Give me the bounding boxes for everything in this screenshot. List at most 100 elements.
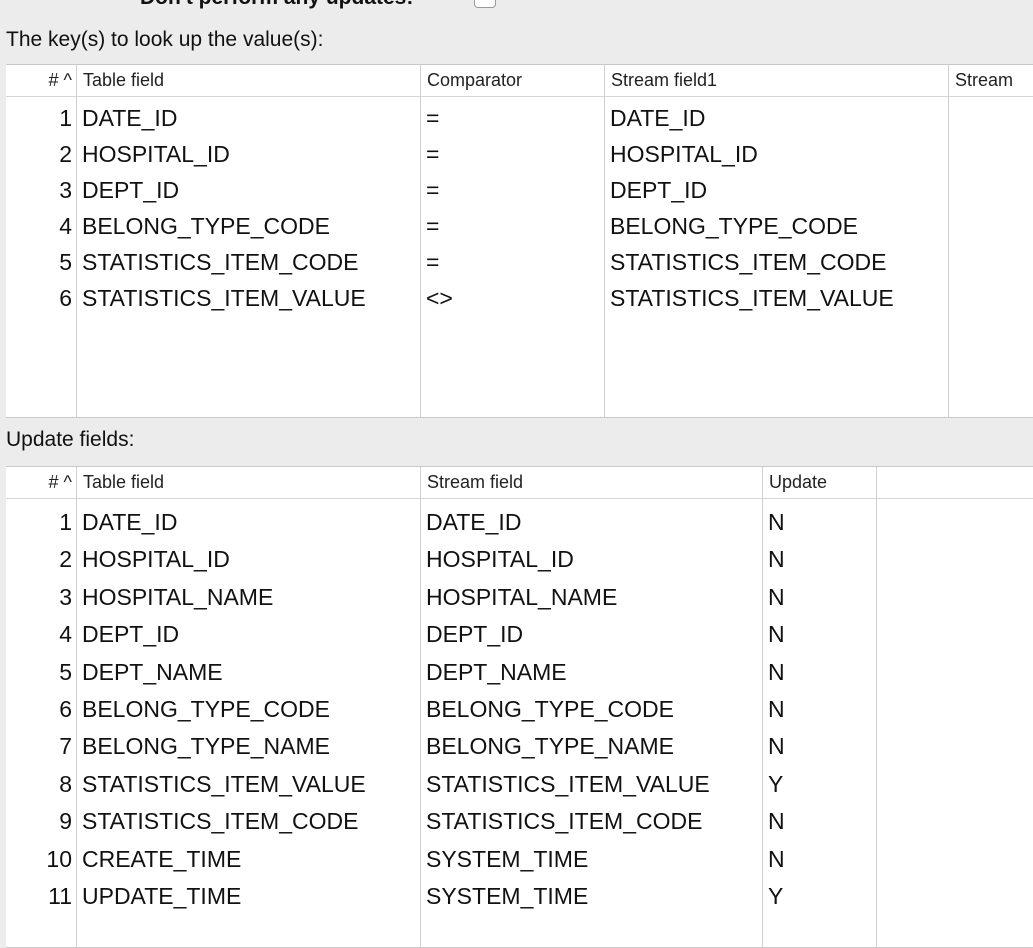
dont-update-label: Don't perform any updates: [140, 0, 413, 10]
stream-field-cell[interactable]: DATE_ID [426, 509, 522, 535]
stream-field-cell[interactable]: DATE_ID [610, 105, 706, 131]
row-number: 5 [59, 249, 72, 275]
table-field-cell[interactable]: HOSPITAL_ID [82, 141, 230, 167]
keys-col-stream-field1[interactable]: Stream field1 [604, 65, 948, 96]
comparator-cell[interactable]: = [426, 213, 440, 239]
comparator-cell[interactable]: = [426, 141, 440, 167]
table-row[interactable]: 6 BELONG_TYPE_CODE BELONG_TYPE_CODE N [6, 691, 1033, 727]
stream-field-cell[interactable]: STATISTICS_ITEM_VALUE [426, 770, 710, 797]
updates-section-label: Update fields: [6, 428, 135, 451]
table-row[interactable]: 11 UPDATE_TIME SYSTEM_TIME Y [6, 878, 1033, 914]
table-row[interactable]: 1 DATE_ID = DATE_ID [6, 100, 1033, 136]
table-field-cell[interactable]: BELONG_TYPE_CODE [82, 696, 330, 722]
update-flag-cell[interactable]: N [768, 621, 785, 648]
column-divider [76, 498, 77, 947]
stream-field-cell[interactable]: DEPT_NAME [426, 658, 567, 685]
row-number: 8 [59, 770, 72, 797]
keys-table[interactable]: # ^ Table field Comparator Stream field1… [6, 64, 1033, 418]
table-field-cell[interactable]: HOSPITAL_ID [82, 546, 230, 573]
table-row[interactable]: 6 STATISTICS_ITEM_VALUE <> STATISTICS_ITEM_… [6, 280, 1033, 316]
updates-col-table-field[interactable]: Table field [76, 467, 420, 498]
update-flag-cell[interactable]: N [768, 509, 785, 535]
table-field-cell[interactable]: STATISTICS_ITEM_CODE [82, 808, 359, 835]
dont-update-checkbox[interactable] [474, 0, 496, 8]
stream-field-cell[interactable]: STATISTICS_ITEM_CODE [610, 249, 887, 275]
stream-field-cell[interactable]: HOSPITAL_ID [610, 141, 758, 167]
table-row[interactable]: 4 BELONG_TYPE_CODE = BELONG_TYPE_CODE [6, 208, 1033, 244]
keys-col-table-field[interactable]: Table field [76, 65, 420, 96]
table-field-cell[interactable]: STATISTICS_ITEM_VALUE [82, 770, 366, 797]
stream-field-cell[interactable]: BELONG_TYPE_NAME [426, 733, 674, 760]
table-row[interactable]: 4 DEPT_ID DEPT_ID N [6, 616, 1033, 652]
comparator-cell[interactable]: = [426, 177, 440, 203]
keys-table-header: # ^ Table field Comparator Stream field1… [6, 65, 1033, 97]
updates-col-number[interactable]: # ^ [6, 467, 76, 498]
update-flag-cell[interactable]: N [768, 696, 785, 722]
keys-col-stream-field2[interactable]: Stream [948, 65, 1033, 96]
table-row[interactable]: 10 CREATE_TIME SYSTEM_TIME N [6, 841, 1033, 877]
table-row[interactable]: 3 HOSPITAL_NAME HOSPITAL_NAME N [6, 579, 1033, 615]
comparator-cell[interactable]: <> [426, 285, 453, 311]
update-flag-cell[interactable]: N [768, 808, 785, 835]
dont-update-row: Don't perform any updates: [0, 0, 1033, 10]
stream-field-cell[interactable]: DEPT_ID [426, 621, 524, 648]
row-number: 1 [59, 509, 72, 535]
stream-field-cell[interactable]: DEPT_ID [610, 177, 708, 203]
table-field-cell[interactable]: DATE_ID [82, 105, 178, 131]
stream-field-cell[interactable]: HOSPITAL_ID [426, 546, 574, 573]
table-row[interactable]: 1 DATE_ID DATE_ID N [6, 504, 1033, 540]
row-number: 9 [59, 808, 72, 835]
comparator-cell[interactable]: = [426, 249, 440, 275]
update-flag-cell[interactable]: N [768, 733, 785, 760]
table-row[interactable]: 2 HOSPITAL_ID HOSPITAL_ID N [6, 541, 1033, 577]
table-field-cell[interactable]: STATISTICS_ITEM_CODE [82, 249, 359, 275]
updates-col-update[interactable]: Update [762, 467, 876, 498]
table-field-cell[interactable]: BELONG_TYPE_NAME [82, 733, 330, 760]
row-number: 4 [59, 621, 72, 648]
stream-field-cell[interactable]: STATISTICS_ITEM_CODE [426, 808, 703, 835]
keys-col-number[interactable]: # ^ [6, 65, 76, 96]
table-field-cell[interactable]: HOSPITAL_NAME [82, 583, 274, 610]
table-field-cell[interactable]: DEPT_ID [82, 621, 180, 648]
table-field-cell[interactable]: CREATE_TIME [82, 845, 242, 872]
update-flag-cell[interactable]: N [768, 845, 785, 872]
update-flag-cell[interactable]: Y [768, 770, 784, 797]
stream-field-cell[interactable]: HOSPITAL_NAME [426, 583, 618, 610]
stream-field-cell[interactable]: BELONG_TYPE_CODE [610, 213, 858, 239]
table-field-cell[interactable]: STATISTICS_ITEM_VALUE [82, 285, 366, 311]
updates-col-stream-field[interactable]: Stream field [420, 467, 762, 498]
updates-table[interactable]: # ^ Table field Stream field Update 1 DAT… [6, 466, 1033, 948]
stream-field-cell[interactable]: SYSTEM_TIME [426, 883, 589, 909]
table-row[interactable]: 7 BELONG_TYPE_NAME BELONG_TYPE_NAME N [6, 728, 1033, 764]
row-number: 1 [59, 105, 72, 131]
row-number: 11 [48, 883, 72, 909]
table-field-cell[interactable]: BELONG_TYPE_CODE [82, 213, 330, 239]
keys-col-comparator[interactable]: Comparator [420, 65, 604, 96]
table-row[interactable]: 3 DEPT_ID = DEPT_ID [6, 172, 1033, 208]
stream-field-cell[interactable]: STATISTICS_ITEM_VALUE [610, 285, 894, 311]
table-field-cell[interactable]: DEPT_NAME [82, 658, 223, 685]
table-row[interactable]: 5 STATISTICS_ITEM_CODE = STATISTICS_ITEM_CO… [6, 244, 1033, 280]
sort-ascending-icon: ^ [63, 70, 72, 90]
comparator-cell[interactable]: = [426, 105, 440, 131]
row-number: 2 [59, 546, 72, 573]
table-field-cell[interactable]: DEPT_ID [82, 177, 180, 203]
column-divider [76, 96, 77, 417]
table-row[interactable]: 5 DEPT_NAME DEPT_NAME N [6, 654, 1033, 690]
table-row[interactable]: 9 STATISTICS_ITEM_CODE STATISTICS_ITEM_COD… [6, 803, 1033, 839]
update-flag-cell[interactable]: N [768, 546, 785, 573]
sort-ascending-icon: ^ [63, 472, 72, 492]
table-field-cell[interactable]: UPDATE_TIME [82, 883, 242, 909]
row-number: 10 [46, 845, 72, 872]
update-flag-cell[interactable]: N [768, 658, 785, 685]
table-row[interactable]: 8 STATISTICS_ITEM_VALUE STATISTICS_ITEM_VA… [6, 766, 1033, 802]
column-divider [604, 96, 605, 417]
table-field-cell[interactable]: DATE_ID [82, 509, 178, 535]
row-number: 3 [59, 177, 72, 203]
stream-field-cell[interactable]: SYSTEM_TIME [426, 845, 589, 872]
table-row[interactable]: 2 HOSPITAL_ID = HOSPITAL_ID [6, 136, 1033, 172]
update-flag-cell[interactable]: N [768, 583, 785, 610]
update-flag-cell[interactable]: Y [768, 883, 784, 909]
col-number-label: # [48, 70, 59, 90]
stream-field-cell[interactable]: BELONG_TYPE_CODE [426, 696, 674, 722]
